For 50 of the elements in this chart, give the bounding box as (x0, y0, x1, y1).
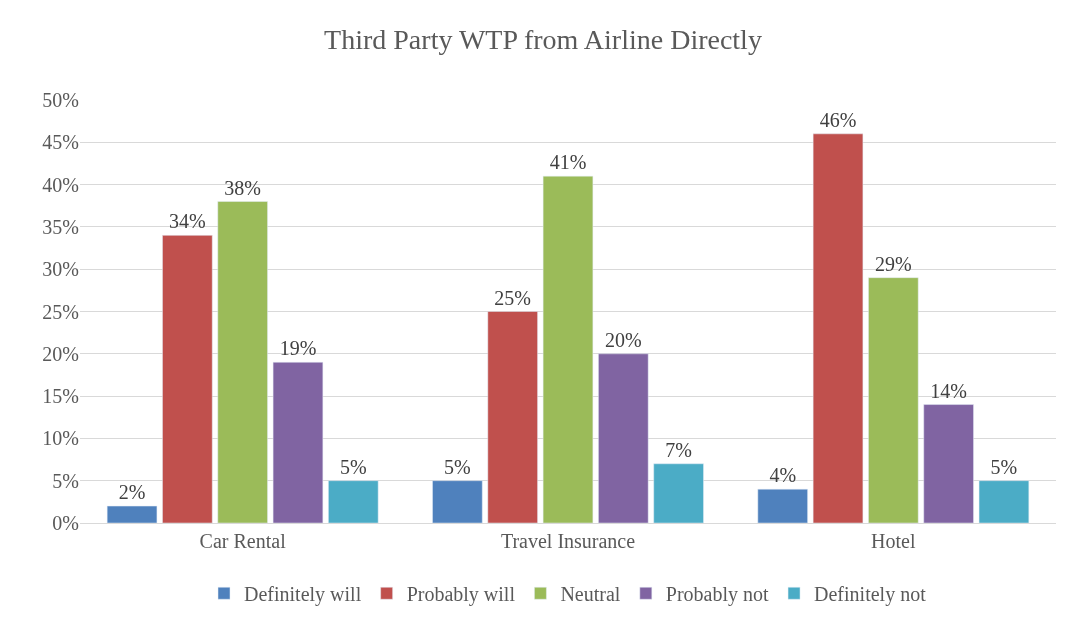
legend-label: Definitely will (244, 583, 362, 607)
bar (272, 362, 324, 523)
bar (868, 277, 919, 523)
data-label: 38% (224, 176, 261, 199)
bar (978, 480, 1030, 523)
bar (653, 463, 704, 523)
bar (542, 175, 594, 523)
data-label: 2% (118, 481, 146, 504)
y-tick-label: 30% (42, 258, 79, 281)
legend-label: Definitely not (814, 583, 927, 607)
x-tick-label: Travel Insurance (500, 530, 636, 552)
y-tick-label: 40% (42, 173, 79, 196)
bar (757, 488, 808, 523)
bar (812, 133, 864, 523)
data-label: 14% (930, 379, 967, 402)
y-tick-label: 15% (42, 385, 79, 408)
y-tick-label: 50% (42, 89, 79, 111)
data-label: 19% (279, 337, 317, 360)
data-label: 4% (769, 464, 797, 487)
data-label: 29% (875, 252, 912, 275)
y-tick-label: 25% (42, 300, 79, 323)
y-tick-label: 35% (42, 215, 79, 238)
x-tick-label: Car Rental (199, 530, 287, 552)
chart-title: Third Party WTP from Airline Directly (324, 23, 762, 55)
data-label: 5% (339, 455, 367, 478)
bar (162, 235, 213, 523)
data-label: 5% (444, 455, 471, 478)
bar (217, 201, 268, 523)
data-label: 41% (549, 151, 587, 174)
bar (487, 311, 538, 523)
data-label: 7% (665, 438, 692, 461)
bar (106, 505, 158, 523)
legend-label: Neutral (560, 583, 621, 606)
bar (432, 480, 483, 523)
x-tick-label: Hotel (871, 530, 916, 552)
data-label: 46% (819, 108, 857, 131)
y-tick-label: 10% (42, 427, 79, 450)
y-tick-label: 20% (42, 342, 79, 365)
data-label: 20% (604, 328, 642, 351)
data-label: 34% (169, 210, 206, 233)
legend-label: Probably not (665, 583, 770, 607)
y-tick-label: 0% (52, 512, 79, 534)
bar (598, 353, 649, 523)
data-label: 25% (494, 286, 532, 309)
y-tick-label: 5% (52, 469, 79, 492)
legend-label: Probably will (406, 583, 516, 607)
bar (923, 404, 974, 523)
data-label: 5% (990, 455, 1018, 478)
bar (328, 480, 379, 523)
y-tick-label: 45% (42, 131, 79, 154)
